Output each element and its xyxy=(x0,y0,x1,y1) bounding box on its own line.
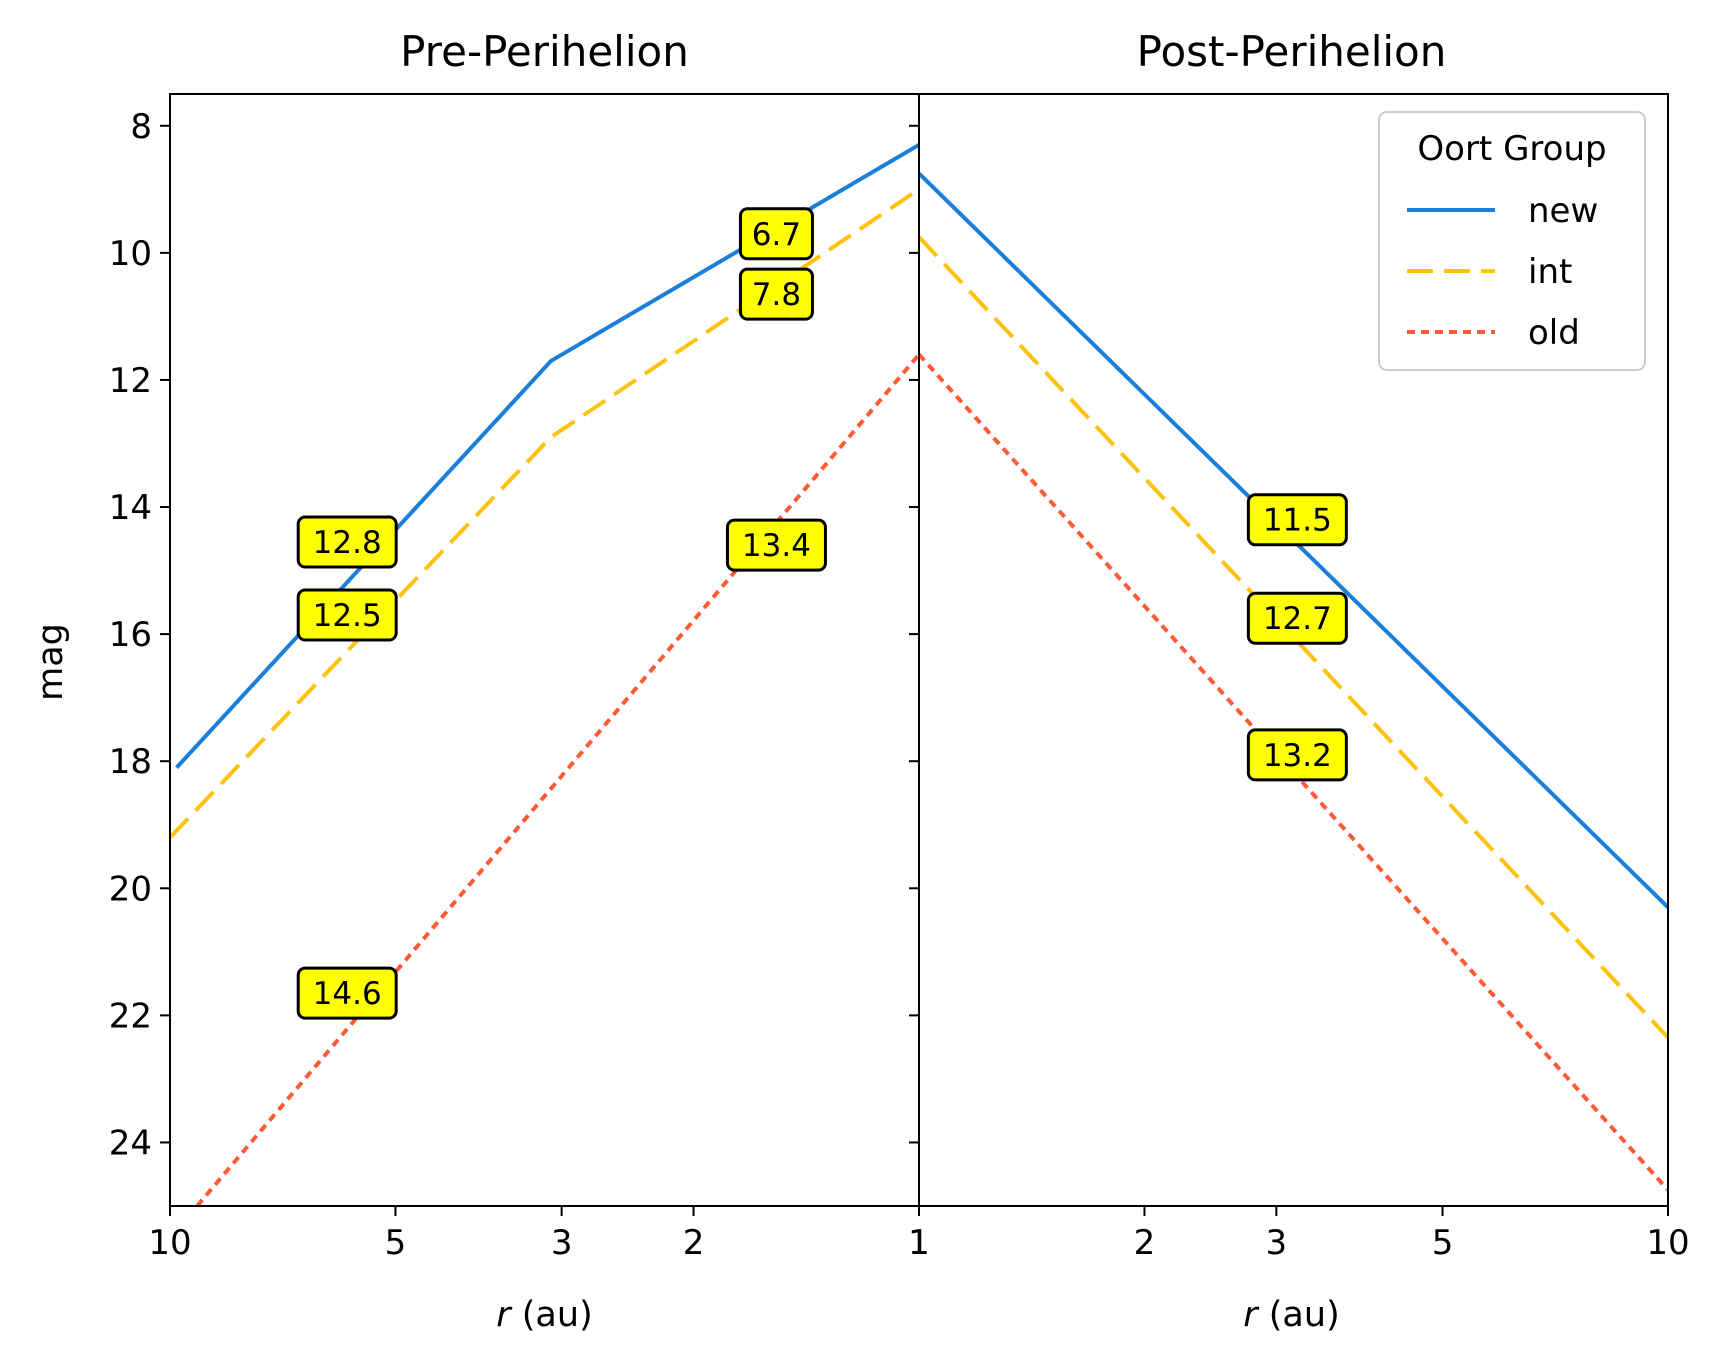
panel-pre-perihelion: 10 5 3 2 1 12.8 12.5 14.6 6.7 7.8 13.4 xyxy=(148,93,930,1263)
x-tick-label: 10 xyxy=(148,1223,191,1263)
legend-frame xyxy=(1378,111,1646,371)
panel-title-pre-perihelion: Pre-Perihelion xyxy=(400,27,689,76)
y-tick-label: 16 xyxy=(109,615,152,655)
x-axis-label-post-unit: (au) xyxy=(1258,1295,1340,1335)
value-annotation-text: 6.7 xyxy=(752,217,801,253)
value-annotation: 12.5 xyxy=(296,588,398,642)
value-annotation-box xyxy=(738,207,814,261)
value-annotation-box xyxy=(1246,591,1348,645)
y-tick-label: 8 xyxy=(130,107,152,147)
x-tick-label: 5 xyxy=(1432,1223,1454,1263)
legend-label-old: old xyxy=(1528,313,1580,353)
legend-label-new: new xyxy=(1528,191,1598,231)
value-annotation: 11.5 xyxy=(1246,493,1348,547)
value-annotation-text: 12.8 xyxy=(313,525,382,561)
legend-label-int: int xyxy=(1528,252,1572,292)
y-tick-label: 12 xyxy=(109,361,152,401)
series-line-int xyxy=(919,235,1668,1039)
value-annotation: 6.7 xyxy=(738,207,814,261)
x-tick-label: 3 xyxy=(551,1223,573,1263)
x-tick-label: 1 xyxy=(908,1223,930,1263)
value-annotation: 13.2 xyxy=(1246,728,1348,782)
value-annotation-text: 7.8 xyxy=(752,277,801,313)
value-annotation: 14.6 xyxy=(296,966,398,1020)
x-axis-label-post: r (au) xyxy=(1243,1295,1339,1335)
y-axis-label: mag xyxy=(31,623,71,701)
y-tick-label: 20 xyxy=(109,869,152,909)
y-tick-label: 22 xyxy=(109,996,152,1036)
value-annotation-box xyxy=(296,515,398,569)
panel-title-post-perihelion: Post-Perihelion xyxy=(1137,27,1447,76)
x-axis-label-pre-unit: (au) xyxy=(511,1295,593,1335)
value-annotation: 12.8 xyxy=(296,515,398,569)
legend: Oort Group new int old xyxy=(1378,111,1646,371)
y-tick-label: 14 xyxy=(109,488,152,528)
x-axis-label-pre: r (au) xyxy=(496,1295,592,1335)
x-tick-label: 3 xyxy=(1266,1223,1288,1263)
value-annotation-box xyxy=(1246,728,1348,782)
value-annotation: 13.4 xyxy=(725,518,827,572)
x-tick-label: 2 xyxy=(1134,1223,1156,1263)
x-tick-label: 10 xyxy=(1646,1223,1689,1263)
value-annotation-text: 11.5 xyxy=(1263,503,1332,539)
panel-post-perihelion: 1 2 3 5 10 11.5 12.7 13.2 xyxy=(908,93,1690,1263)
value-annotation-text: 13.4 xyxy=(742,528,811,564)
y-tick-label: 10 xyxy=(109,234,152,274)
value-annotation-box xyxy=(725,518,827,572)
legend-entries: new int old xyxy=(1407,191,1598,353)
legend-title: Oort Group xyxy=(1417,129,1606,169)
value-annotation: 12.7 xyxy=(1246,591,1348,645)
value-annotation-text: 13.2 xyxy=(1263,738,1332,774)
axes-frame xyxy=(918,93,1669,1207)
x-tick-label: 2 xyxy=(683,1223,705,1263)
value-annotation-text: 12.5 xyxy=(313,598,382,634)
x-tick-label: 5 xyxy=(385,1223,407,1263)
y-tick-label: 24 xyxy=(109,1123,152,1163)
value-annotation: 7.8 xyxy=(738,267,814,321)
x-axis-label-post-var: r xyxy=(1243,1295,1260,1335)
x-axis-label-pre-var: r xyxy=(496,1295,513,1335)
value-annotation-box xyxy=(296,588,398,642)
value-annotation-box xyxy=(296,966,398,1020)
series-line-old xyxy=(195,353,919,1206)
value-annotation-text: 12.7 xyxy=(1263,601,1332,637)
y-axis-ticks: 8 10 12 14 16 18 20 22 24 xyxy=(109,107,152,1164)
value-annotation-text: 14.6 xyxy=(313,976,382,1012)
value-annotation-box xyxy=(1246,493,1348,547)
x-tick-label: 1 xyxy=(908,1223,930,1263)
value-annotation-box xyxy=(738,267,814,321)
y-tick-label: 18 xyxy=(109,742,152,782)
